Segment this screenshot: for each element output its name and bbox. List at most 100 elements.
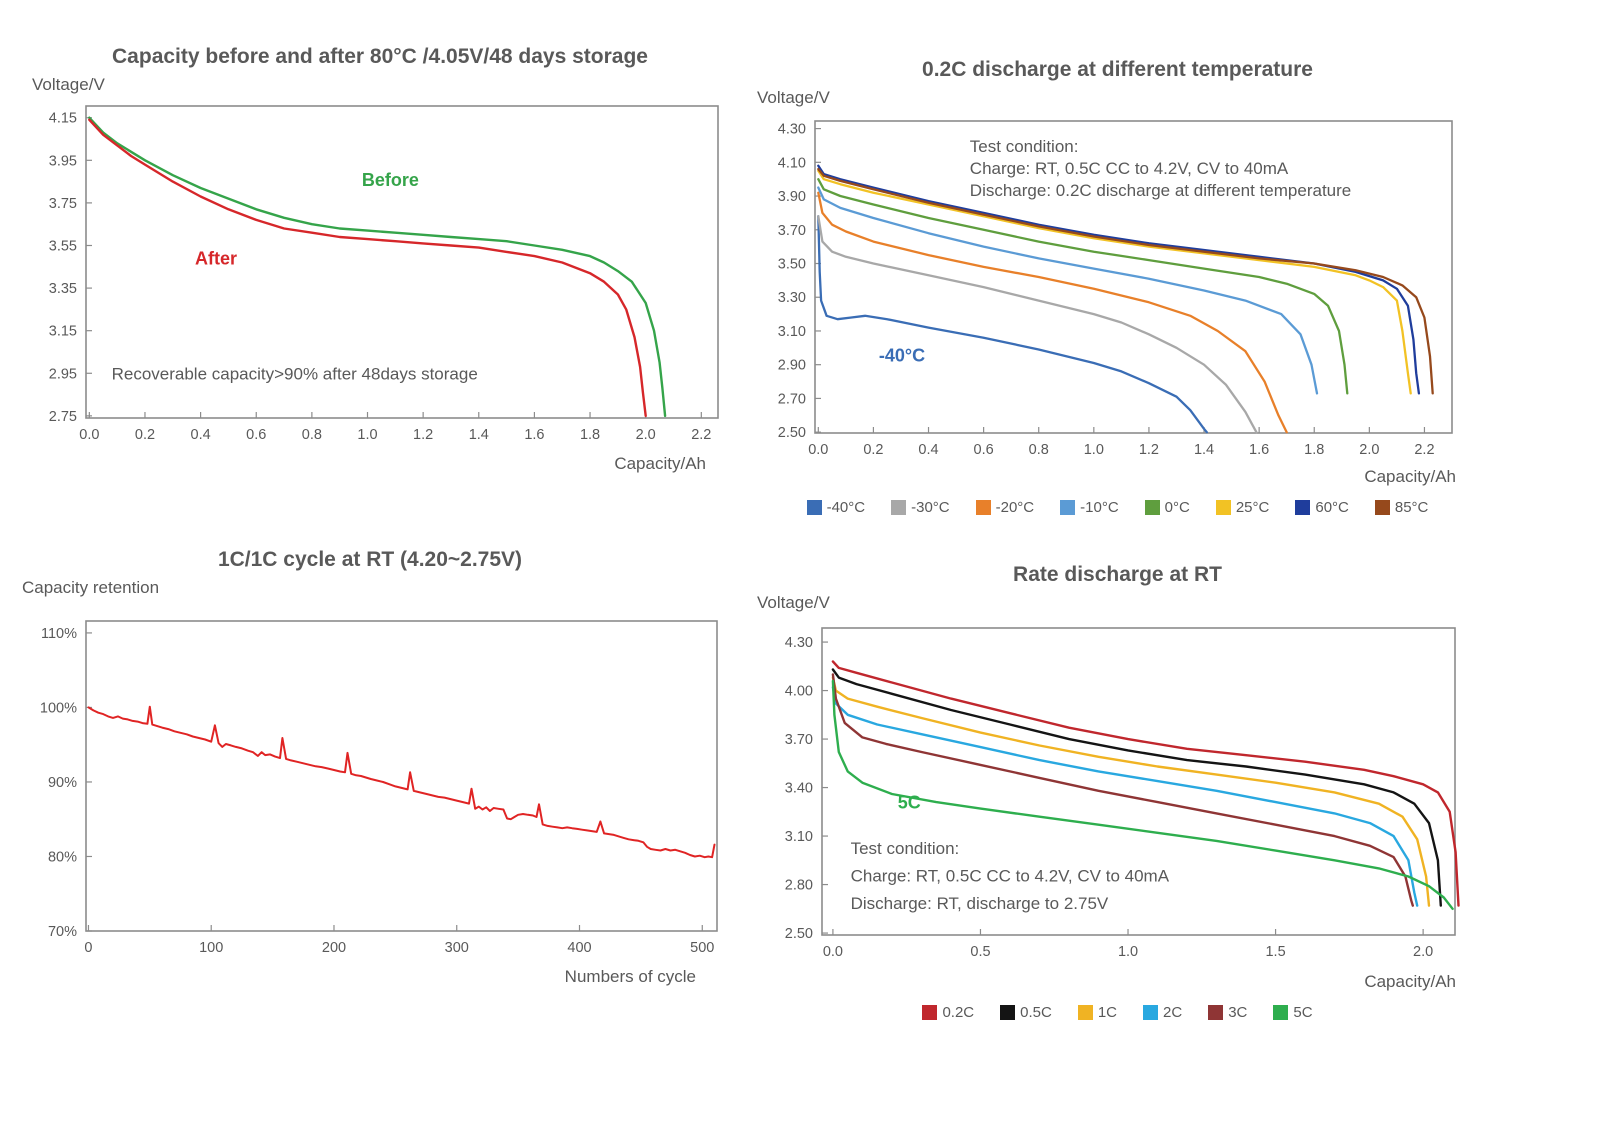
annotation: 5C [898, 793, 921, 813]
y-tick-label: 3.40 [785, 781, 813, 797]
chart-temperature-legend: -40°C -30°C -20°C -10°C 0°C 25°C 60°C 85°C [755, 499, 1480, 516]
x-tick-label: 1.5 [1265, 944, 1285, 960]
x-tick-label: 1.6 [524, 427, 544, 443]
x-tick-label: 2.2 [1414, 442, 1434, 458]
x-tick-label: 0.0 [823, 944, 843, 960]
x-tick-label: 300 [445, 940, 469, 956]
legend-item: 2C [1143, 1004, 1182, 1021]
legend-item: 25°C [1215, 499, 1269, 516]
annotation: Test condition: [970, 137, 1079, 156]
y-tick-label: 2.50 [785, 926, 813, 942]
y-tick-label: 3.15 [49, 324, 77, 340]
y-tick-label: 70% [48, 924, 77, 940]
x-tick-label: 1.4 [1194, 442, 1214, 458]
annotation: Test condition: [851, 839, 960, 858]
chart-temperature: 0.2C discharge at different temperature … [755, 55, 1480, 516]
y-tick-label: 4.10 [778, 155, 806, 171]
annotation: Before [362, 170, 419, 190]
legend-item: 0.2C [922, 1004, 974, 1021]
x-tick-label: 2.0 [636, 427, 656, 443]
x-tick-label: 400 [567, 940, 591, 956]
x-tick-label: 1.8 [1304, 442, 1324, 458]
x-tick-label: 1.6 [1249, 442, 1269, 458]
series-before [88, 116, 667, 418]
x-tick-label: 0.2 [135, 427, 155, 443]
legend-swatch [922, 1005, 938, 1020]
x-tick-label: 1.4 [469, 427, 489, 443]
legend-label: 85°C [1394, 499, 1429, 516]
plot-border [85, 105, 719, 419]
legend-swatch [1143, 1005, 1158, 1020]
x-tick-label: 0.6 [974, 442, 994, 458]
legend-label: -40°C [826, 499, 866, 516]
y-tick-label: 3.10 [778, 324, 806, 340]
legend-item: 85°C [1374, 499, 1429, 516]
plot-border [85, 620, 718, 932]
series-60-c [817, 164, 1421, 395]
x-tick-label: 0.8 [302, 427, 322, 443]
y-tick-label: 2.95 [49, 366, 77, 382]
legend-item: 5C [1273, 1004, 1313, 1021]
y-tick-label: 3.75 [49, 196, 77, 212]
y-tick-label: 3.35 [49, 281, 77, 297]
y-tick-label: 90% [48, 775, 77, 791]
x-tick-label: 1.2 [413, 427, 433, 443]
legend-label: -30°C [911, 499, 950, 516]
legend-item: -30°C [891, 499, 950, 516]
y-tick-label: 3.90 [778, 189, 806, 205]
y-tick-label: 4.00 [785, 684, 813, 700]
x-tick-label: 1.2 [1139, 442, 1159, 458]
y-tick-label: 3.70 [778, 223, 806, 239]
y-tick-label: 3.50 [778, 257, 806, 273]
chart-storage-plot-area: 4.15 3.95 3.75 3.55 3.35 3.15 2.95 2.750.0 0.2 0.… [49, 105, 719, 443]
chart-temperature-plot-area: 4.30 4.10 3.90 3.70 3.50 3.30 3.10 2.90 2.70 2.50… [778, 120, 1453, 458]
legend-label: 0°C [1164, 499, 1190, 516]
y-tick-label: 2.50 [778, 425, 806, 441]
series-2c [831, 686, 1419, 907]
x-tick-label: 0.0 [808, 442, 828, 458]
legend-swatch [1295, 500, 1311, 515]
y-tick-label: 80% [48, 849, 77, 865]
series-after [88, 118, 647, 418]
x-tick-label: 100 [199, 940, 223, 956]
plot-border [821, 627, 1456, 936]
y-tick-label: 2.70 [778, 391, 806, 407]
y-tick-label: 3.55 [49, 238, 77, 254]
series-1c [831, 676, 1431, 907]
legend-item: 1C [1077, 1004, 1117, 1021]
x-tick-label: 2.2 [691, 427, 711, 443]
legend-swatch [975, 500, 991, 515]
y-tick-label: 4.30 [778, 122, 806, 138]
legend-swatch [1000, 1005, 1016, 1020]
y-tick-label: 3.10 [785, 829, 813, 845]
chart-rate-x-axis-label: Capacity/Ah [1364, 972, 1456, 991]
legend-label: 3C [1228, 1004, 1248, 1021]
annotation: Charge: RT, 0.5C CC to 4.2V, CV to 40mA [970, 159, 1289, 178]
legend-swatch [1208, 1005, 1224, 1020]
chart-storage: Capacity before and after 80°C /4.05V/48… [30, 42, 730, 476]
x-tick-label: 0.4 [191, 427, 211, 443]
x-tick-label: 1.0 [357, 427, 377, 443]
series-0-c [817, 178, 1349, 395]
series--40-c [817, 215, 1208, 434]
chart-storage-title: Capacity before and after 80°C /4.05V/48… [112, 45, 648, 68]
chart-temperature-x-axis-label: Capacity/Ah [1364, 467, 1456, 486]
legend-item: 0°C [1144, 499, 1190, 516]
legend-label: 0.5C [1020, 1004, 1052, 1021]
series-1c-1c-retention [87, 705, 716, 859]
annotation: -40°C [879, 345, 925, 365]
plot-border [814, 120, 1453, 434]
x-tick-label: 1.0 [1084, 442, 1104, 458]
legend-swatch [1374, 500, 1390, 515]
legend-label: 1C [1097, 1004, 1117, 1021]
chart-cycle: 1C/1C cycle at RT (4.20~2.75V) Capacity … [20, 545, 720, 989]
y-tick-label: 4.15 [49, 111, 77, 127]
legend-item: 0.5C [1000, 1004, 1052, 1021]
series-0-2c [831, 660, 1460, 907]
x-tick-label: 0.8 [1029, 442, 1049, 458]
y-tick-label: 3.95 [49, 153, 77, 169]
legend-swatch [1060, 500, 1076, 515]
series-5c [831, 679, 1454, 910]
chart-rate-plot-area: 4.30 4.00 3.70 3.40 3.10 2.80 2.50 0.0 0.5 1.0 1.5… [785, 627, 1460, 960]
annotation: Recoverable capacity>90% after 48days st… [112, 365, 478, 384]
